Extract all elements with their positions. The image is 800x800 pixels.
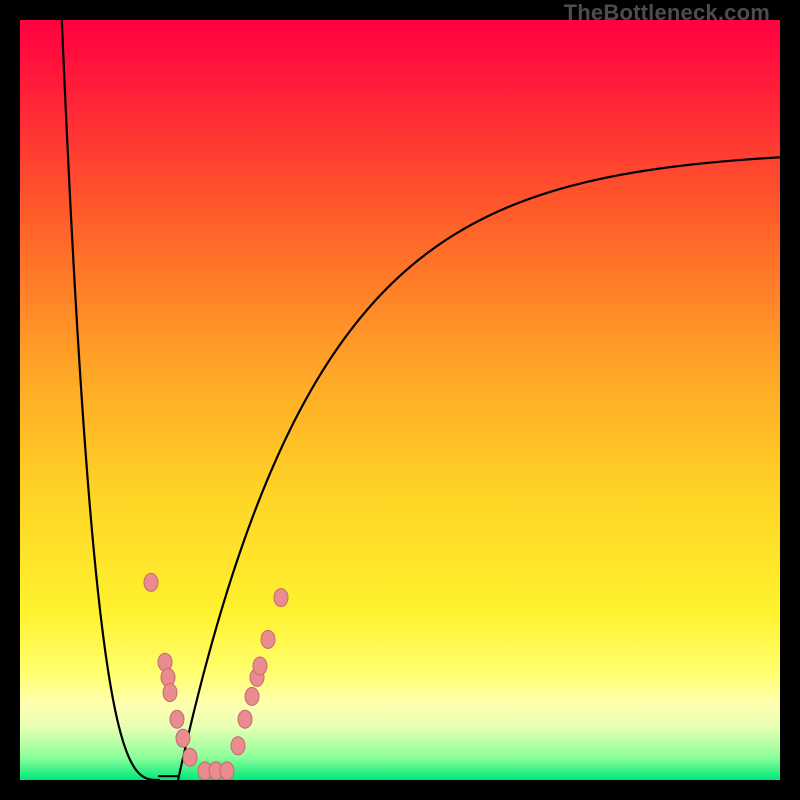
watermark-text: TheBottleneck.com [564, 0, 770, 26]
plot-area [20, 20, 780, 780]
marker-left [176, 729, 190, 747]
marker-right [245, 687, 259, 705]
marker-right [253, 657, 267, 675]
chart-overlay [20, 20, 780, 780]
marker-left [183, 748, 197, 766]
marker-bottom [220, 762, 234, 780]
curve-left [62, 20, 159, 780]
marker-right [261, 630, 275, 648]
marker-right [231, 737, 245, 755]
marker-right [274, 589, 288, 607]
marker-left [170, 710, 184, 728]
marker-left [144, 573, 158, 591]
marker-left [163, 684, 177, 702]
chart-frame: TheBottleneck.com [0, 0, 800, 800]
marker-right [238, 710, 252, 728]
curve-right [178, 157, 780, 780]
